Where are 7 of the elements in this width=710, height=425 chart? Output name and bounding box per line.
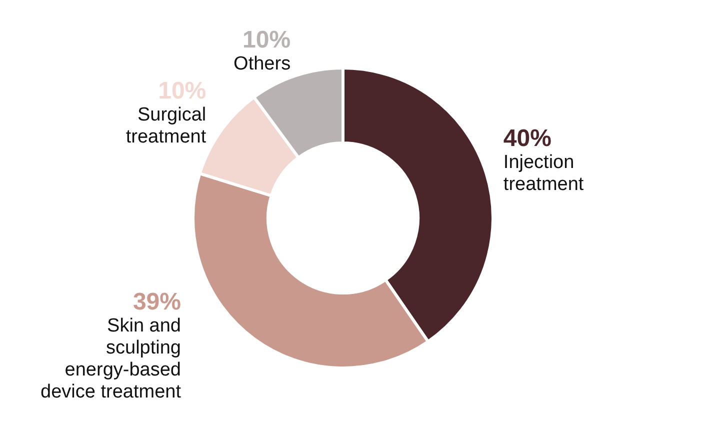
data-label: 10%: [242, 26, 291, 54]
slice-label: Skin and sculpting energy-based device treatment: [40, 315, 182, 402]
data-label: 39%: [132, 288, 181, 316]
slice-label: Others: [234, 53, 291, 74]
slice-label: Surgical treatment: [126, 104, 207, 148]
data-label: 40%: [503, 125, 552, 152]
slice-label: Injection treatment: [503, 152, 584, 196]
